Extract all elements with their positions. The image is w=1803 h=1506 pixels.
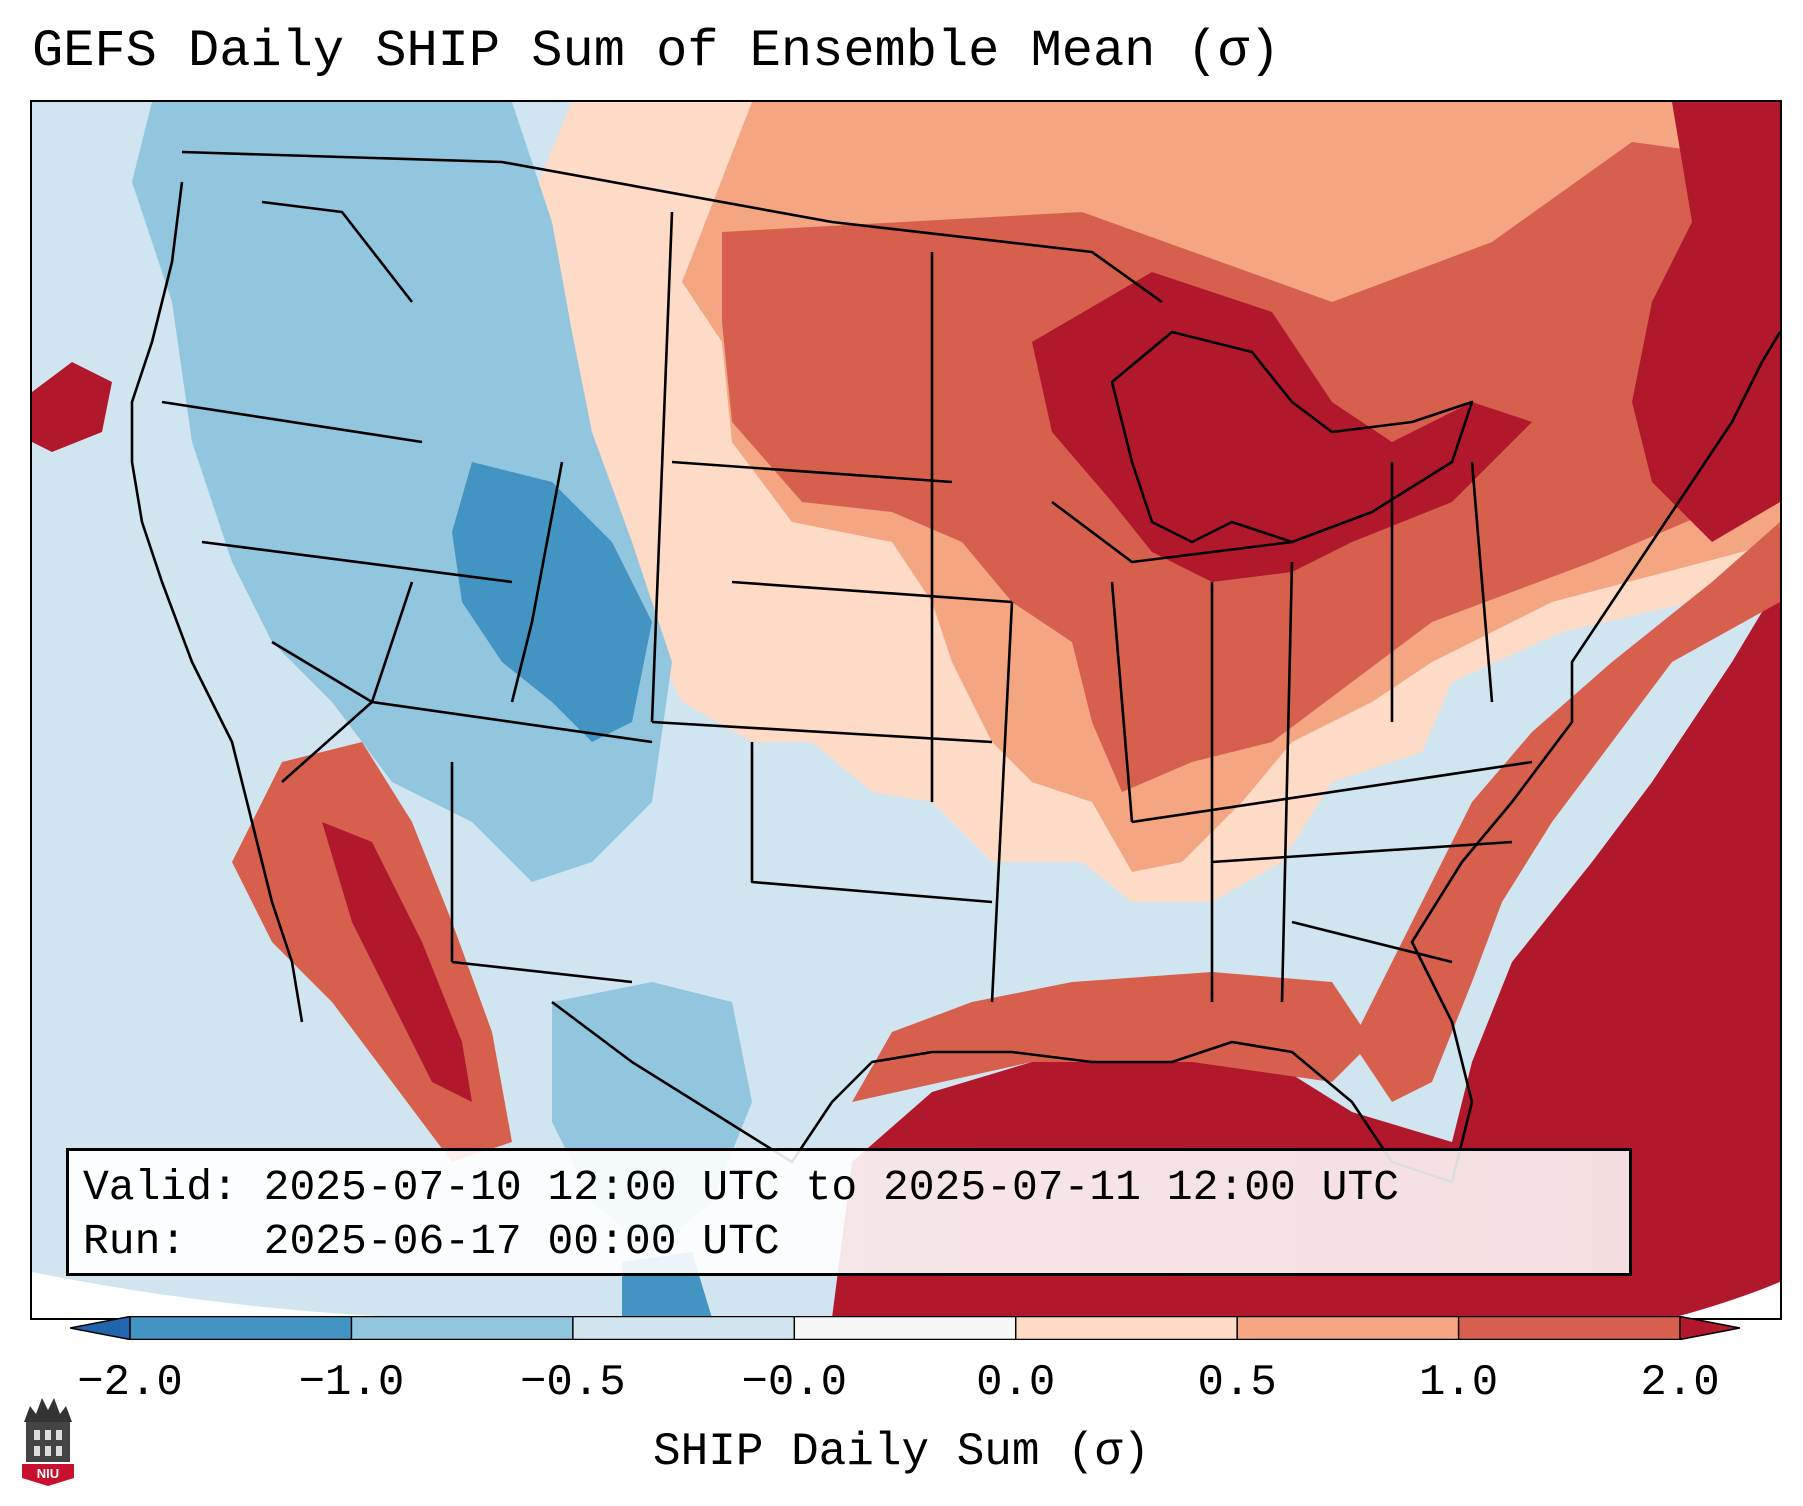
field-max-atlantic-gulf: [832, 582, 1780, 1318]
field-max-great-lakes: [1032, 272, 1532, 582]
colorbar-segment: [351, 1316, 574, 1340]
colorbar-segment: [572, 1316, 795, 1340]
valid-label: Valid:: [83, 1163, 238, 1212]
field-positive-gulf-coast: [852, 972, 1372, 1102]
colorbar-segment: [1458, 1316, 1681, 1340]
field-max-pacific-offshore: [32, 362, 112, 452]
niu-logo-icon: NIU: [22, 1398, 74, 1486]
projection-edge: [32, 1272, 652, 1318]
page-title: GEFS Daily SHIP Sum of Ensemble Mean (σ): [32, 22, 1281, 81]
run-value: 2025-06-17 00:00 UTC: [263, 1217, 780, 1266]
colorbar-tick-label: −1.0: [298, 1358, 405, 1408]
colorbar-segment: [130, 1316, 352, 1340]
boundaries: [130, 150, 1780, 1184]
field-max-northeast: [1632, 102, 1780, 542]
field-negative-west: [452, 462, 652, 742]
colorbar-label: SHIP Daily Sum (σ): [653, 1426, 1150, 1478]
colorbar-tick-label: 2.0: [1640, 1358, 1720, 1408]
validity-info-box: Valid: 2025-07-10 12:00 UTC to 2025-07-1…: [66, 1148, 1632, 1276]
great-lakes-outline: [1110, 330, 1474, 544]
west-coastline: [130, 181, 304, 1023]
canada-us-border: [181, 150, 1163, 304]
colorbar: [70, 1316, 1740, 1340]
projection-edge-right: [1672, 1282, 1780, 1318]
state-lines-east: [1051, 461, 1533, 1003]
colorbar-tick-label: −0.0: [741, 1358, 848, 1408]
colorbar-extend-high: [1680, 1316, 1740, 1340]
colorbar-segment: [794, 1316, 1017, 1340]
map-panel[interactable]: [30, 100, 1782, 1320]
gulf-coastline: [551, 1000, 1453, 1184]
colorbar-extend-low: [70, 1316, 130, 1340]
field-positive-atlantic-band: [1352, 522, 1780, 1102]
colorbar-tick-label: 0.5: [1197, 1358, 1277, 1408]
state-lines-central: [650, 211, 1014, 1003]
state-lines-west: [161, 200, 653, 984]
logo-text: NIU: [37, 1466, 59, 1481]
valid-value: 2025-07-10 12:00 UTC to 2025-07-11 12:00…: [263, 1163, 1400, 1212]
colorbar-tick-label: −2.0: [77, 1358, 183, 1408]
run-label: Run:: [83, 1217, 187, 1266]
colorbar-tick-label: 1.0: [1418, 1358, 1499, 1408]
field-max-mexico: [322, 822, 472, 1102]
colorbar-tick-label: −0.5: [520, 1358, 626, 1408]
colorbar-segment: [1015, 1316, 1238, 1340]
colorbar-tick-label: 0.0: [976, 1358, 1056, 1408]
colorbar-segment: [1237, 1316, 1460, 1340]
east-coastline: [1410, 331, 1780, 1183]
map-canvas: [32, 102, 1780, 1318]
